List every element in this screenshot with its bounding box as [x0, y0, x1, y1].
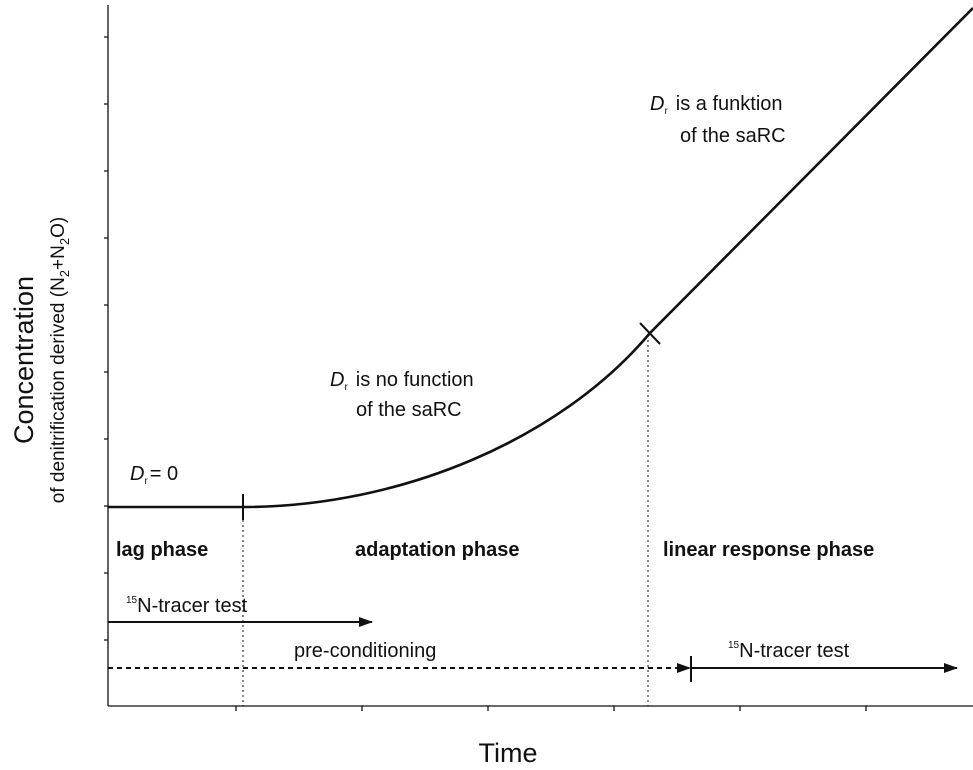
lag-rate: Dr = 0 [130, 463, 178, 487]
phase-label: lag phase [116, 539, 208, 561]
symbol: D [650, 93, 664, 115]
adaptation-rate: Dr is no function [330, 369, 474, 393]
procedure-label: pre-conditioning [294, 640, 436, 662]
subscript: r [664, 106, 668, 117]
label-part: +N [48, 245, 69, 270]
linear-rate-line2: of the saRC [680, 125, 786, 147]
label: is a funktion [676, 93, 783, 115]
phase-marker [639, 322, 661, 345]
axes [104, 5, 973, 711]
label: is no function [356, 369, 474, 391]
linear-rate: Dr is a funktion [650, 93, 783, 117]
superscript: 15 [728, 640, 740, 651]
y-axis-title: Concentration [9, 276, 39, 444]
subscript: r [144, 476, 148, 487]
procedure-label: 15N-tracer test [126, 595, 248, 617]
y-axis-subtitle: of denitrification derived (N2+N2O) [48, 217, 72, 503]
subscript: r [344, 382, 348, 393]
label-part: O) [48, 217, 69, 238]
subscript: 2 [57, 238, 72, 245]
superscript: 15 [126, 595, 138, 606]
x-axis-title: Time [479, 738, 538, 768]
label: = 0 [150, 463, 178, 485]
symbol: D [130, 463, 144, 485]
label-part: of denitrification derived (N [48, 277, 69, 503]
procedure-label: 15N-tracer test [728, 640, 850, 662]
symbol: D [330, 369, 344, 391]
adaptation-rate-line2: of the saRC [356, 399, 462, 421]
growth-curve [108, 7, 973, 509]
subscript: 2 [57, 270, 72, 277]
label: N-tracer test [739, 640, 849, 662]
phase-label: linear response phase [663, 539, 874, 561]
phase-label: adaptation phase [355, 539, 519, 561]
label: N-tracer test [137, 595, 247, 617]
